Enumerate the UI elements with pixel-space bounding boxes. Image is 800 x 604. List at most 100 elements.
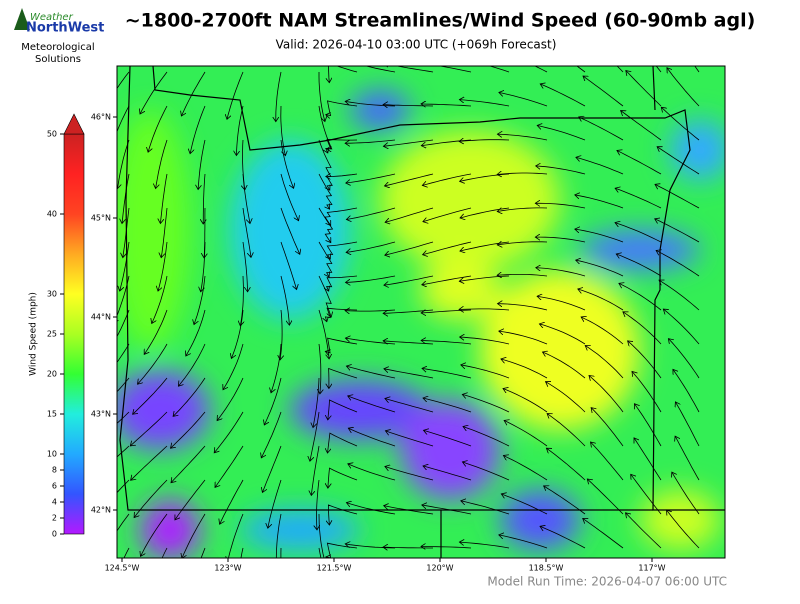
streamline <box>280 547 282 558</box>
streamline <box>540 84 586 107</box>
streamline <box>117 105 130 133</box>
streamline <box>576 157 624 175</box>
subtitle: Valid: 2026-04-10 03:00 UTC (+069h Forec… <box>276 38 557 52</box>
streamline <box>242 173 250 224</box>
streamline <box>318 105 333 149</box>
streamline <box>158 241 168 291</box>
streamline <box>583 76 624 107</box>
streamline <box>346 241 396 252</box>
streamline <box>591 442 624 481</box>
streamline <box>227 71 244 119</box>
streamline <box>131 445 168 480</box>
streamline <box>327 241 358 259</box>
streamline <box>539 324 586 345</box>
streamline <box>421 340 472 345</box>
streamline <box>328 467 358 488</box>
streamline <box>668 339 700 379</box>
streamline <box>117 309 130 338</box>
streamline <box>313 377 320 428</box>
streamline <box>318 207 334 243</box>
streamline <box>673 369 700 413</box>
lon-label: 121.5°W <box>317 564 352 573</box>
streamline <box>242 241 248 292</box>
streamline <box>329 367 358 389</box>
streamline <box>422 275 472 285</box>
streamline <box>171 411 206 448</box>
lon-label: 124.5°W <box>105 564 140 573</box>
streamline <box>497 242 548 245</box>
streamline <box>617 151 662 175</box>
streamline <box>423 398 472 413</box>
streamline <box>348 396 396 413</box>
streamline <box>118 139 130 189</box>
streamline <box>385 173 434 186</box>
streamline <box>310 411 320 461</box>
streamline <box>140 71 168 114</box>
streamline <box>540 526 586 549</box>
streamline <box>122 173 130 224</box>
streamline <box>634 438 662 481</box>
streamline <box>460 337 510 345</box>
streamline <box>130 411 168 446</box>
streamline <box>422 368 472 379</box>
streamline <box>655 219 700 243</box>
streamline <box>385 241 434 255</box>
streamline <box>615 188 662 209</box>
streamline <box>504 420 548 447</box>
streamline <box>585 346 624 379</box>
streamline <box>536 268 586 277</box>
streamline <box>537 125 586 141</box>
colorbar-tick-label: 15 <box>47 410 57 419</box>
streamline <box>280 275 289 325</box>
streamline <box>384 275 434 285</box>
streamline <box>346 503 396 515</box>
logo-tree <box>14 8 30 30</box>
streamline <box>348 428 396 447</box>
streamline <box>318 513 326 558</box>
lat-label: 44°N <box>91 313 111 322</box>
streamline <box>546 448 586 481</box>
streamline <box>120 241 130 291</box>
colorbar-tick-label: 10 <box>47 450 57 459</box>
colorbar-tick-label: 2 <box>52 514 57 523</box>
streamline <box>488 66 510 73</box>
streamline <box>422 505 472 515</box>
streamline <box>198 139 206 190</box>
lon-label: 123°W <box>214 564 241 573</box>
streamline <box>215 445 244 487</box>
streamline <box>364 66 396 73</box>
streamline <box>317 479 319 530</box>
streamline <box>499 535 548 549</box>
streamline <box>318 547 322 558</box>
lon-label: 117°W <box>638 564 665 573</box>
streamline <box>318 173 333 209</box>
lat-label: 46°N <box>91 113 111 122</box>
streamline <box>280 105 286 156</box>
streamline <box>667 68 700 107</box>
streamline <box>657 147 700 175</box>
streamline <box>194 275 206 325</box>
streamline <box>503 456 548 481</box>
streamline <box>280 139 294 188</box>
streamline <box>543 352 586 379</box>
streamline <box>329 66 358 83</box>
streamline <box>203 173 205 224</box>
streamline <box>318 72 325 122</box>
streamline <box>161 207 168 258</box>
lon-label: 120°W <box>426 564 453 573</box>
streamline <box>346 207 396 220</box>
colorbar: 0 2 4 6 8 10 15 20 25 30 40 50 <box>47 113 85 539</box>
streamline <box>656 250 700 277</box>
streamline <box>575 195 624 209</box>
streamline <box>117 343 130 364</box>
streamline <box>459 542 510 549</box>
streamline <box>385 399 434 413</box>
streamline <box>276 71 282 122</box>
streamline <box>497 274 548 276</box>
streamline <box>536 166 586 175</box>
streamline <box>655 184 700 209</box>
streamline <box>422 66 472 73</box>
streamline <box>220 479 244 524</box>
streamline <box>544 486 586 515</box>
colorbar-tick-label: 50 <box>47 130 57 139</box>
